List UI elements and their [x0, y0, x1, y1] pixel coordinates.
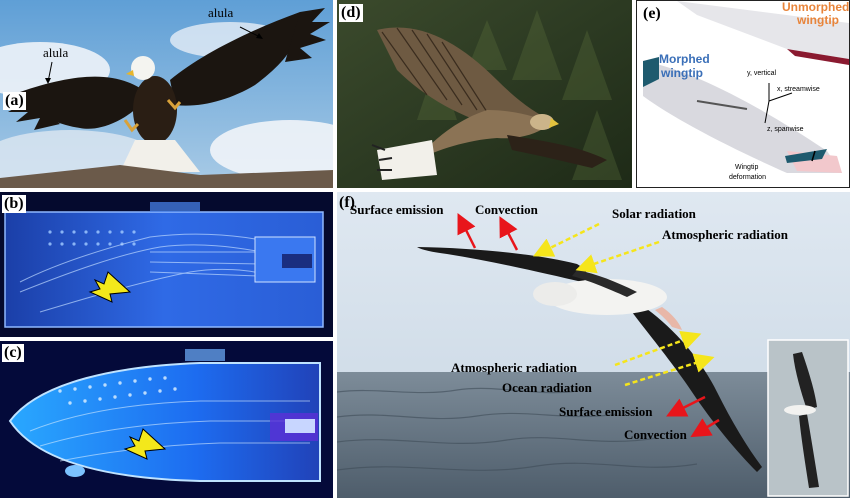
panel-d-label: (d): [339, 4, 363, 22]
axis-x-label: x, streamwise: [777, 86, 820, 93]
atmospheric-radiation-bottom-label: Atmospheric radiation: [451, 360, 578, 375]
convection-bottom-label: Convection: [624, 427, 688, 442]
ocean-radiation-label: Ocean radiation: [502, 380, 593, 395]
panel-a: alula alula (a): [0, 0, 333, 188]
surface-emission-top-label: Surface emission: [350, 202, 444, 217]
alula-label-right: alula: [208, 5, 233, 20]
solar-radiation-label: Solar radiation: [612, 206, 697, 221]
panel-c-label: (c): [2, 344, 24, 362]
deformation-label-2: deformation: [729, 174, 766, 181]
panel-f-label: (f): [339, 194, 355, 211]
panel-b-label: (b): [2, 195, 26, 213]
panel-b-image: [4, 202, 324, 328]
axis-z-label: z, spanwise: [767, 126, 804, 133]
atmospheric-radiation-top-label: Atmospheric radiation: [662, 227, 789, 242]
panel-f: Surface emission Convection Solar radiat…: [337, 192, 850, 498]
panel-e-label: (e): [641, 5, 663, 23]
unmorphed-label-1: Unmorphed: [782, 1, 849, 14]
deformation-label-1: Wingtip: [735, 164, 758, 171]
convection-top-label: Convection: [475, 202, 539, 217]
panel-c: (c): [0, 341, 333, 498]
surface-emission-bottom-label: Surface emission: [559, 404, 653, 419]
axis-y-label: y, vertical: [747, 70, 776, 77]
panel-b: (b): [0, 192, 333, 337]
panel-a-image: alula alula: [0, 0, 333, 188]
panel-e: Unmorphed wingtip Morphed wingtip y, ver…: [636, 0, 850, 188]
panel-c-image: [8, 349, 321, 482]
morphed-label-1: Morphed: [659, 52, 710, 66]
panel-e-image: Unmorphed wingtip Morphed wingtip y, ver…: [643, 1, 849, 181]
panel-d: (d): [337, 0, 632, 188]
alula-label-left: alula: [43, 45, 68, 60]
unmorphed-label-2: wingtip: [796, 13, 839, 27]
panel-d-image: [337, 0, 632, 188]
morphed-label-2: wingtip: [660, 66, 703, 80]
panel-a-label: (a): [3, 92, 26, 110]
panel-f-image: Surface emission Convection Solar radiat…: [337, 192, 850, 498]
